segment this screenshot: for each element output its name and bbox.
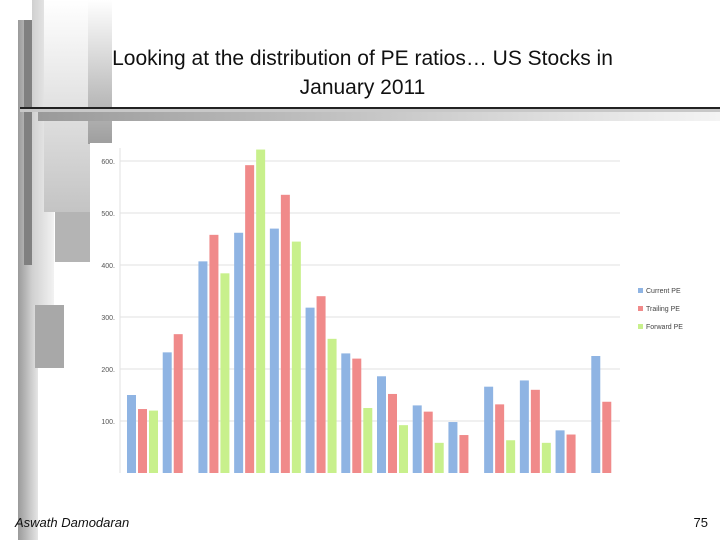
legend-swatch <box>638 288 643 293</box>
bar-current-pe <box>555 430 565 473</box>
bar-current-pe <box>198 261 208 473</box>
bar-trailing-pe <box>423 411 433 473</box>
slide-title: Looking at the distribution of PE ratios… <box>50 44 675 102</box>
legend-label: Forward PE <box>646 324 683 331</box>
legend-swatch <box>638 306 643 311</box>
bar-forward-pe <box>506 440 516 473</box>
template-bar <box>55 212 90 262</box>
page-number: 75 <box>693 515 708 530</box>
y-tick-label: 400. <box>101 263 115 270</box>
slide-title-line-2: January 2011 <box>299 76 426 99</box>
bar-current-pe <box>412 405 422 473</box>
bar-trailing-pe <box>352 358 362 473</box>
template-bar <box>24 20 34 265</box>
template-bar <box>20 109 720 112</box>
legend-swatch <box>638 324 643 329</box>
bar-trailing-pe <box>388 393 397 473</box>
bar-forward-pe <box>220 273 230 473</box>
bar-trailing-pe <box>316 296 326 473</box>
bar-forward-pe <box>363 408 373 473</box>
title-underline <box>20 107 720 109</box>
bars <box>127 149 612 474</box>
bar-trailing-pe <box>495 404 505 473</box>
bar-forward-pe <box>434 442 444 473</box>
author-footer: Aswath Damodaran <box>15 515 130 530</box>
legend: Current PE Trailing PE Forward PE <box>638 288 683 331</box>
bar-forward-pe <box>399 425 408 473</box>
bar-forward-pe <box>541 442 551 473</box>
bar-current-pe <box>448 422 458 473</box>
bar-trailing-pe <box>173 334 183 473</box>
bar-forward-pe <box>327 338 337 473</box>
legend-label: Current PE <box>646 288 681 295</box>
y-axis-ticks: 100. 200. 300. 400. 500. 600. <box>101 159 115 426</box>
bar-current-pe <box>127 395 136 473</box>
bar-current-pe <box>484 386 494 473</box>
bar-forward-pe <box>291 241 301 473</box>
bar-trailing-pe <box>280 194 290 474</box>
template-bar <box>38 112 720 121</box>
y-tick-label: 500. <box>101 211 115 218</box>
bar-current-pe <box>341 353 351 473</box>
bar-current-pe <box>234 232 244 473</box>
template-bar <box>35 305 64 368</box>
bar-forward-pe <box>149 410 158 473</box>
template-bar <box>44 0 90 212</box>
bar-trailing-pe <box>530 389 540 473</box>
slide-title-line-1: Looking at the distribution of PE ratios… <box>112 47 613 70</box>
bar-current-pe <box>305 307 315 473</box>
bar-current-pe <box>519 380 529 473</box>
y-tick-label: 100. <box>101 419 115 426</box>
bar-current-pe <box>269 228 279 473</box>
pe-distribution-chart: 100. 200. 300. 400. 500. 600. Current PE Trail… <box>90 143 701 477</box>
y-tick-label: 600. <box>101 159 115 166</box>
y-tick-label: 300. <box>101 315 115 322</box>
bar-current-pe <box>162 352 172 473</box>
bar-trailing-pe <box>602 401 612 473</box>
bar-current-pe <box>377 376 386 473</box>
y-tick-label: 200. <box>101 367 115 374</box>
bar-trailing-pe <box>138 409 147 473</box>
bar-current-pe <box>591 356 601 473</box>
bar-trailing-pe <box>459 435 469 473</box>
legend-label: Trailing PE <box>646 306 680 313</box>
bar-trailing-pe <box>209 234 219 473</box>
bar-trailing-pe <box>566 434 576 473</box>
bar-forward-pe <box>256 149 266 473</box>
bar-trailing-pe <box>245 165 255 473</box>
